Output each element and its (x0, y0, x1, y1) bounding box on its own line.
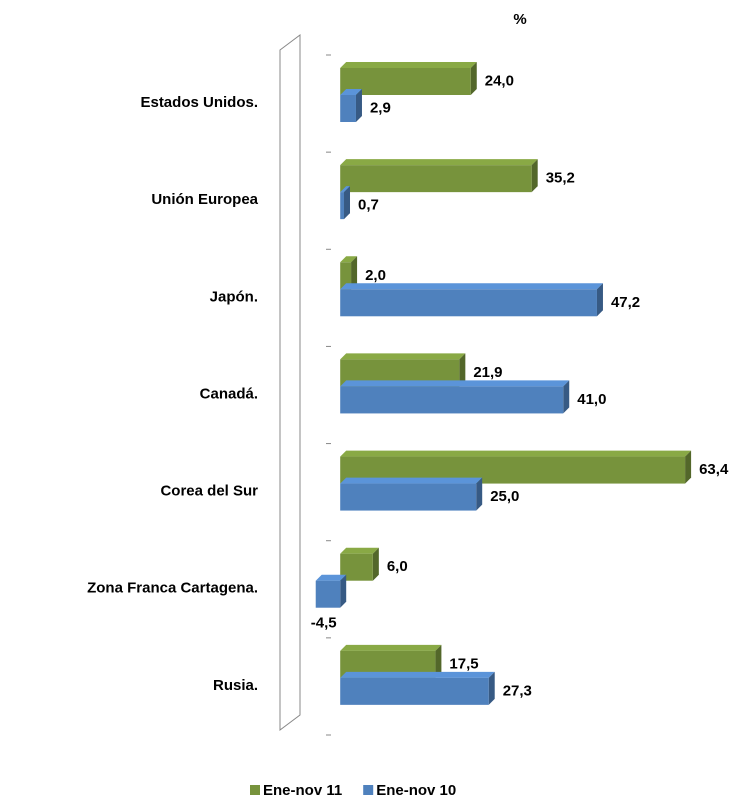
bar-top (340, 186, 351, 193)
bar (340, 262, 352, 290)
bar-side (685, 450, 692, 484)
bar (340, 289, 597, 317)
bar (340, 483, 477, 511)
bar-top (340, 89, 362, 95)
bar-top (340, 62, 477, 68)
bar-side (351, 256, 358, 290)
bar-top (340, 283, 603, 290)
bar-top (340, 477, 483, 484)
data-label: 2,0 (365, 267, 386, 284)
category-label: Japón. (210, 288, 258, 305)
category-label: Estados Unidos. (140, 94, 258, 111)
bar-top (340, 671, 495, 678)
bar (340, 192, 345, 220)
bar-top (340, 159, 538, 166)
legend-swatch (363, 785, 374, 795)
bar-top (340, 644, 442, 651)
bar-side (470, 62, 477, 95)
bar-side (476, 477, 483, 511)
data-label: 27,3 (503, 682, 532, 699)
bar-side (355, 89, 362, 122)
bar-side (531, 159, 538, 193)
bar-top (340, 547, 379, 554)
legend-label: Ene-nov 10 (376, 782, 456, 799)
bar-side (596, 283, 603, 317)
bar-side (488, 671, 495, 705)
data-label: 0,7 (358, 197, 379, 214)
bar-side (435, 644, 442, 678)
data-label: 6,0 (387, 558, 408, 575)
bar-top (340, 353, 466, 360)
bar-top (340, 256, 358, 263)
data-label: 17,5 (449, 655, 478, 672)
bar-top (340, 380, 570, 387)
bar (315, 580, 341, 608)
data-label: 41,0 (577, 391, 606, 408)
bar-side (563, 380, 570, 414)
category-label: Unión Europea (151, 191, 258, 208)
bar (340, 95, 356, 122)
bar-side (372, 547, 379, 581)
bar (340, 677, 489, 705)
legend-label: Ene-nov 11 (263, 782, 342, 799)
data-label: 2,9 (370, 99, 391, 116)
data-label: 63,4 (699, 461, 729, 478)
bar-top (315, 574, 347, 581)
data-label: 25,0 (490, 488, 519, 505)
data-label: 24,0 (485, 72, 514, 89)
legend-swatch (250, 785, 260, 795)
category-label: Canadá. (200, 385, 258, 402)
back-wall (279, 34, 301, 731)
bar (340, 165, 532, 193)
category-label: Zona Franca Cartagena. (87, 580, 258, 597)
bar-top (340, 450, 692, 457)
category-label: Corea del Sur (160, 483, 258, 500)
data-label: 35,2 (546, 170, 575, 187)
bar-side (340, 574, 347, 608)
bar-side (459, 353, 466, 387)
data-label: 21,9 (473, 364, 502, 381)
data-label: 47,2 (611, 294, 640, 311)
data-label: -4,5 (311, 615, 337, 632)
bar-side (344, 186, 351, 220)
category-label: Rusia. (213, 677, 258, 694)
bar (340, 386, 564, 414)
axis-unit: % (513, 11, 526, 28)
